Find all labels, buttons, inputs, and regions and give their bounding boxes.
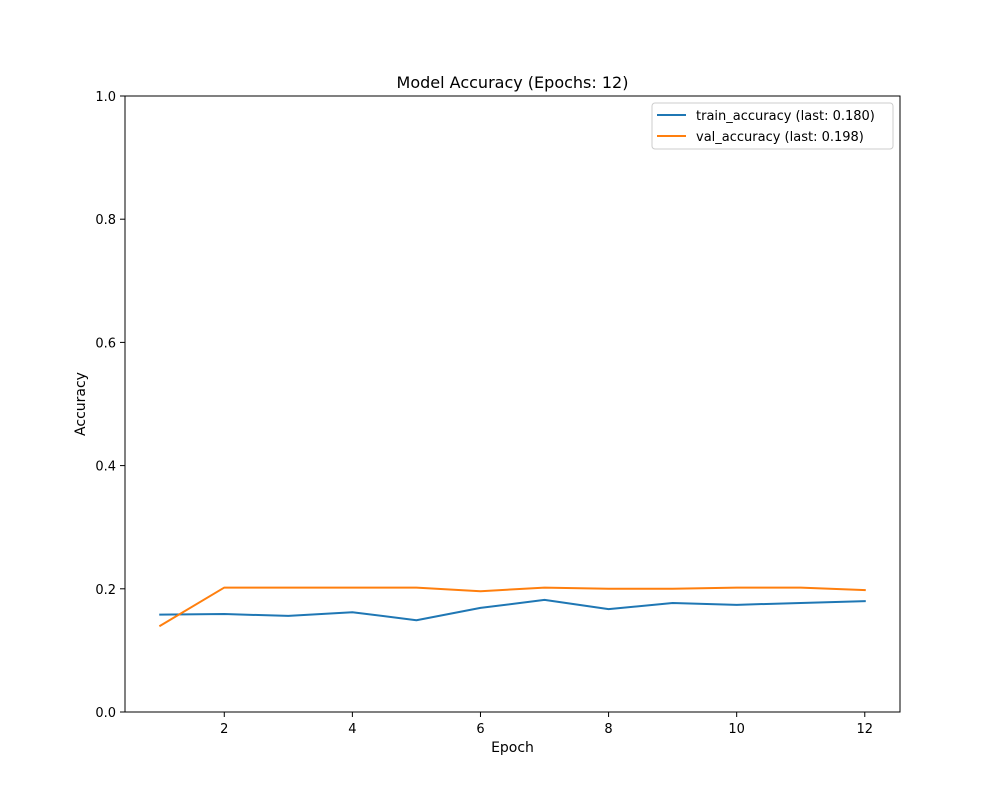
legend: train_accuracy (last: 0.180) val_accuracy… [651, 102, 894, 150]
y-axis-ticks: 0.0 0.2 0.4 0.6 0.8 1.0 [95, 90, 125, 721]
plot-area [124, 95, 901, 713]
x-tick-label: 2 [220, 722, 228, 737]
x-tick-label: 10 [728, 722, 745, 737]
x-axis-ticks: 2 4 6 8 10 12 [220, 712, 873, 737]
x-tick-label: 6 [476, 722, 484, 737]
y-tick-label: 0.2 [95, 583, 116, 598]
series-line-train-accuracy [159, 598, 866, 622]
legend-box [651, 102, 894, 150]
y-tick-label: 1.0 [95, 90, 116, 105]
y-tick-label: 0.6 [95, 336, 116, 351]
x-axis-label: Epoch [491, 740, 534, 756]
series-lines [158, 586, 866, 628]
axes-frame [124, 95, 901, 713]
x-tick-label: 12 [856, 722, 873, 737]
series-line-val-accuracy [158, 586, 866, 628]
y-tick-label: 0.4 [95, 460, 116, 475]
legend-label: train_accuracy (last: 0.180) [696, 109, 875, 124]
legend-label: val_accuracy (last: 0.198) [696, 130, 864, 145]
x-tick-label: 8 [604, 722, 612, 737]
y-axis-label: Accuracy [73, 372, 89, 436]
y-tick-label: 0.0 [95, 706, 116, 721]
x-tick-label: 4 [348, 722, 356, 737]
y-tick-label: 0.8 [95, 213, 116, 228]
chart-title: Model Accuracy (Epochs: 12) [397, 73, 629, 92]
